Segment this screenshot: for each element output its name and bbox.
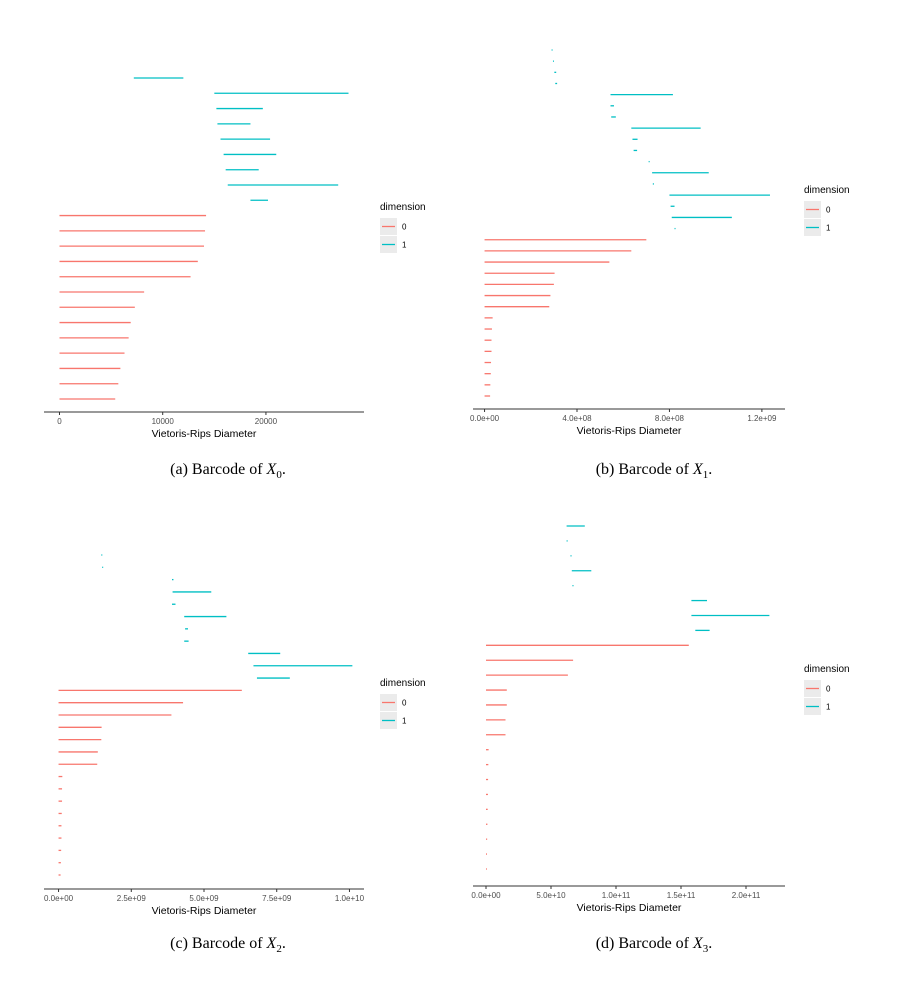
x-tick-label: 4.0e+08: [562, 414, 592, 423]
legend-label: 1: [402, 241, 407, 250]
figure-caption: (c) Barcode of X2.: [170, 935, 286, 955]
x-tick-label: 7.5e+09: [262, 894, 292, 903]
barcode-panel-d: 0.0e+00 5.0e+10 1.0e+11 1.5e+11 2.0e+11 Vieto…: [471, 525, 850, 955]
x-tick-label: 20000: [255, 417, 278, 426]
legend: dimension 0 1: [804, 185, 850, 236]
legend-title: dimension: [380, 678, 426, 689]
legend-label: 0: [826, 206, 831, 215]
x-tick-label: 5.0e+09: [189, 894, 219, 903]
legend-title: dimension: [380, 202, 426, 213]
x-axis-title: Vietoris-Rips Diameter: [152, 428, 257, 440]
legend-label: 1: [402, 717, 407, 726]
x-tick-label: 0.0e+00: [471, 891, 501, 900]
x-tick-label: 8.0e+08: [655, 414, 685, 423]
legend-title: dimension: [804, 664, 850, 675]
x-tick-label: 5.0e+10: [536, 891, 566, 900]
x-tick-label: 2.5e+09: [117, 894, 147, 903]
legend-label: 0: [402, 223, 407, 232]
legend-label: 0: [402, 699, 407, 708]
barcode-panel-b: 0.0e+00 4.0e+08 8.0e+08 1.2e+09 Vietoris-Rip…: [470, 49, 850, 481]
x-tick-label: 0.0e+00: [44, 894, 74, 903]
barcode-panel-c: 0.0e+00 2.5e+09 5.0e+09 7.5e+09 1.0e+10 Vieto…: [44, 554, 426, 955]
figure-caption: (a) Barcode of X0.: [170, 461, 286, 481]
x-tick-label: 10000: [152, 417, 175, 426]
x-tick-label: 1.2e+09: [747, 414, 777, 423]
barcode-panel-a: 0 10000 20000 Vietoris-Rips Diameter dimensi…: [44, 77, 426, 481]
legend: dimension 0 1: [804, 664, 850, 715]
legend-label: 1: [826, 703, 831, 712]
x-axis-title: Vietoris-Rips Diameter: [577, 902, 682, 914]
figure-caption: (d) Barcode of X3.: [596, 935, 713, 955]
legend-label: 1: [826, 224, 831, 233]
x-tick-label: 2.0e+11: [732, 891, 761, 900]
legend: dimension 0 1: [380, 678, 426, 729]
legend-title: dimension: [804, 185, 850, 196]
figure-caption: (b) Barcode of X1.: [596, 461, 713, 481]
x-tick-label: 0.0e+00: [470, 414, 500, 423]
x-axis-title: Vietoris-Rips Diameter: [577, 425, 682, 437]
x-tick-label: 1.0e+11: [602, 891, 631, 900]
legend-label: 0: [826, 685, 831, 694]
x-tick-label: 1.5e+11: [667, 891, 696, 900]
x-tick-label: 1.0e+10: [335, 894, 365, 903]
x-tick-label: 0: [57, 417, 62, 426]
x-axis-title: Vietoris-Rips Diameter: [152, 905, 257, 917]
legend: dimension 0 1: [380, 202, 426, 253]
